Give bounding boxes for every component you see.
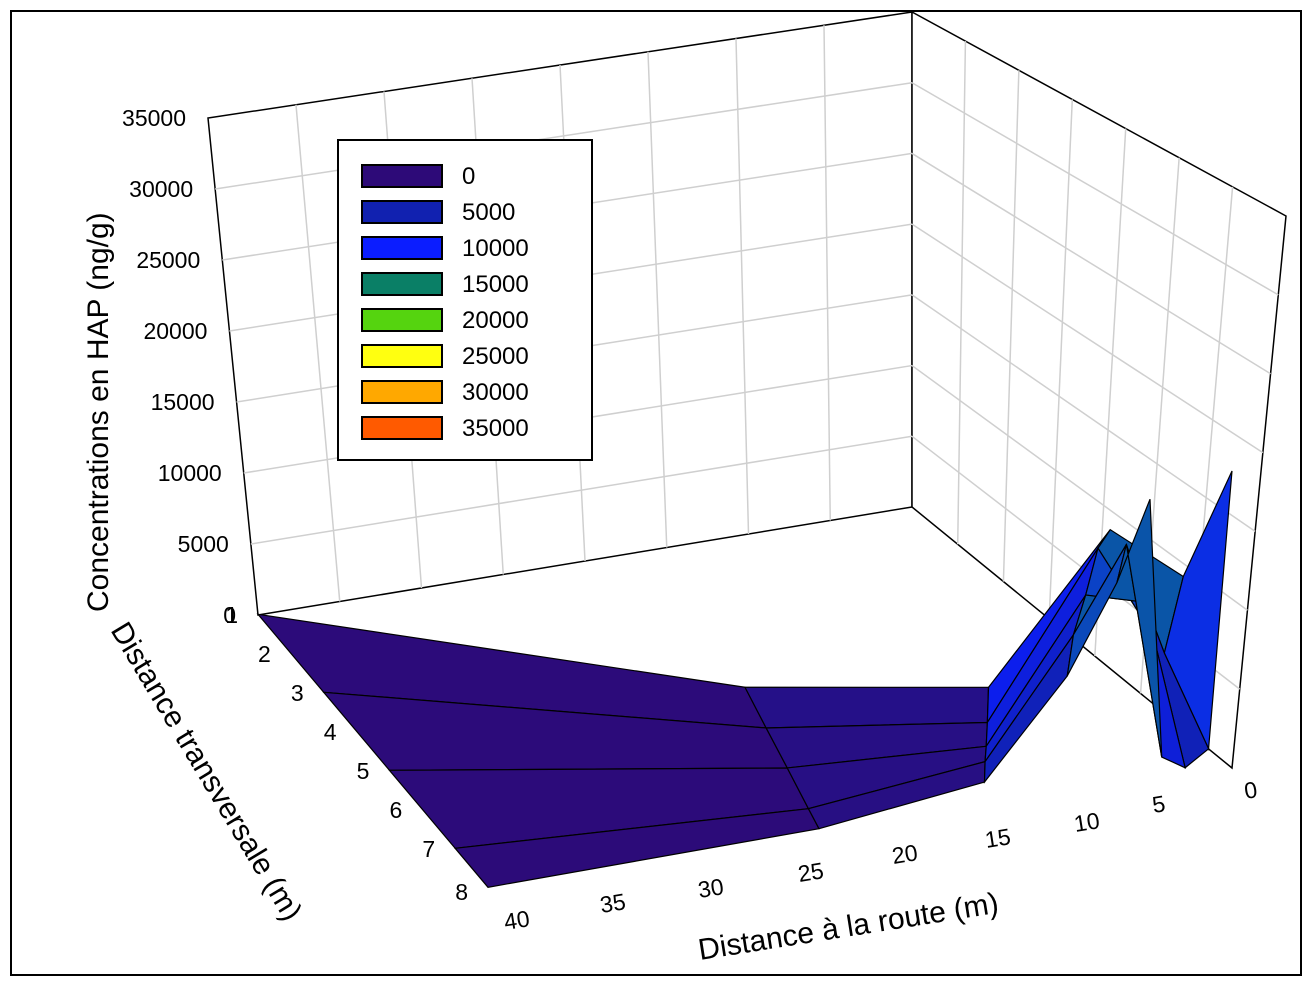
y-tick-label: 7: [422, 836, 435, 862]
legend-swatch: [361, 308, 443, 332]
x-tick-label: 35: [598, 888, 627, 918]
gridline-z: [911, 223, 1264, 454]
legend-label: 20000: [462, 307, 529, 334]
z-tick-label: 25000: [136, 247, 200, 273]
x-tick-label: 5: [1150, 790, 1167, 818]
x-tick-label: 15: [983, 823, 1012, 853]
z-tick-label: 10000: [158, 460, 222, 486]
z-axis-title: Concentrations en HAP (ng/g): [82, 212, 115, 612]
gridline-x: [735, 38, 750, 535]
side-wall: [911, 10, 1287, 770]
tick-labels: 0500010000150002000025000300003500012345…: [122, 105, 1259, 935]
surface-plot: [256, 470, 1233, 888]
y-tick-label: 6: [389, 797, 402, 823]
gridline-y: [1048, 99, 1074, 619]
legend-label: 5000: [462, 199, 515, 226]
z-tick-label: 20000: [143, 318, 207, 344]
legend-label: 35000: [462, 415, 529, 442]
x-tick-label: 40: [502, 905, 531, 935]
z-tick-label: 15000: [151, 389, 215, 415]
x-tick-label: 30: [696, 873, 725, 903]
y-tick-label: 8: [455, 879, 468, 905]
gridline-y: [1002, 70, 1020, 582]
x-tick-label: 0: [1242, 776, 1259, 804]
chart-legend: 0 5000 10000 15000 20000 25000 30000 35000: [337, 139, 593, 461]
legend-box: [337, 139, 593, 461]
x-tick-label: 25: [796, 857, 825, 887]
gridline-x: [647, 51, 668, 548]
surface-cell: [744, 686, 990, 729]
legend-label: 15000: [462, 271, 529, 298]
legend-swatch: [361, 164, 443, 188]
legend-label: 30000: [462, 379, 529, 406]
legend-swatch: [361, 200, 443, 224]
legend-label: 10000: [462, 235, 529, 262]
y-tick-label: 3: [291, 680, 304, 706]
y-tick-label: 4: [324, 719, 337, 745]
gridline-z: [911, 152, 1271, 375]
legend-label: 25000: [462, 343, 529, 370]
x-tick-label: 10: [1072, 807, 1101, 837]
y-axis-title: Distance transversale (m): [104, 617, 308, 927]
x-tick-label: 20: [890, 839, 919, 869]
z-tick-label: 0: [223, 602, 236, 628]
z-tick-label: 35000: [122, 105, 186, 131]
gridline-z: [911, 294, 1256, 533]
gridline-z: [911, 82, 1279, 296]
x-axis-title: Distance à la route (m): [696, 887, 1001, 967]
legend-swatch: [361, 344, 443, 368]
legend-swatch: [361, 272, 443, 296]
legend-swatch: [361, 416, 443, 440]
gridline-x: [295, 104, 341, 602]
surface-cell: [1116, 498, 1163, 758]
z-tick-label: 30000: [129, 176, 193, 202]
legend-label: 0: [462, 163, 475, 190]
legend-swatch: [361, 236, 443, 260]
z-tick-label: 5000: [178, 531, 229, 557]
legend-swatch: [361, 380, 443, 404]
gridline-x: [823, 25, 831, 521]
y-tick-label: 5: [357, 758, 370, 784]
y-tick-label: 1: [225, 602, 238, 628]
y-tick-label: 2: [258, 641, 271, 667]
gridline-y: [956, 41, 967, 545]
